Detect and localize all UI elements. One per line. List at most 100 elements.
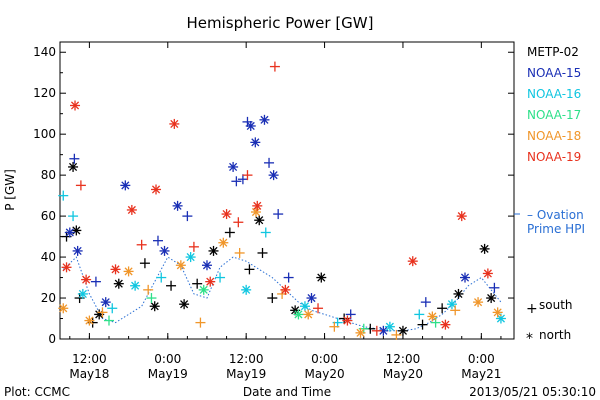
data-point-noaa-16-south [58, 190, 69, 201]
data-point-noaa-15-north [100, 297, 111, 308]
chart-title: Hemispheric Power [GW] [187, 14, 374, 32]
marker-stroke [304, 310, 313, 319]
x-axis: 12:00May180:00May1912:00May190:00May2012… [69, 42, 502, 381]
y-tick-label: 100 [33, 127, 56, 141]
legend-item-noaa-19: NOAA-19 [527, 150, 581, 164]
data-point-noaa-18-south [97, 307, 108, 318]
data-point-noaa-19-north [110, 264, 121, 275]
data-point-noaa-19-north [151, 184, 162, 195]
data-point-metp-02-north [149, 301, 160, 312]
marker-stroke [150, 302, 159, 311]
marker-stroke [206, 277, 215, 286]
data-point-noaa-18-north [303, 309, 314, 320]
data-point-noaa-19-north [407, 256, 418, 267]
marker-stroke [317, 273, 326, 282]
x-tick-time: 12:00 [229, 352, 264, 366]
data-point-metp-02-south [166, 280, 177, 291]
data-point-noaa-18-north [355, 327, 366, 338]
marker-stroke [127, 205, 136, 215]
data-point-noaa-16-south [107, 303, 118, 314]
marker-stroke [428, 312, 437, 321]
marker-stroke [202, 261, 212, 270]
data-point-noaa-19-north [126, 204, 137, 215]
legend-marker-label: north [539, 328, 571, 342]
y-tick-label: 140 [33, 45, 56, 59]
legend-marker-symbol: + [526, 301, 538, 317]
plot-timestamp: 2013/05/21 05:30:10 [469, 385, 596, 399]
marker-stroke [82, 275, 91, 284]
data-point-noaa-18-south [450, 305, 461, 316]
marker-stroke [281, 285, 290, 294]
marker-stroke [343, 316, 352, 325]
data-point-noaa-19-south [233, 217, 244, 228]
data-point-noaa-16-north [77, 288, 88, 299]
data-point-noaa-16-north [446, 299, 457, 310]
data-point-noaa-19-north [205, 276, 216, 287]
marker-stroke [294, 310, 303, 319]
data-point-noaa-19-south [188, 241, 199, 252]
data-point-noaa-15-south [283, 272, 294, 283]
marker-stroke [356, 328, 365, 337]
marker-stroke [251, 207, 261, 217]
data-point-noaa-15-north [250, 137, 261, 148]
marker-stroke [219, 238, 228, 247]
data-point-noaa-15-north [228, 161, 239, 172]
data-markers [58, 61, 506, 340]
marker-stroke [251, 138, 260, 147]
data-point-noaa-18-north [175, 260, 186, 271]
data-point-noaa-15-north [201, 260, 212, 271]
legend-item-noaa-15: NOAA-15 [527, 66, 581, 80]
data-point-noaa-15-south [264, 157, 275, 168]
data-point-noaa-15-south [90, 276, 101, 287]
marker-stroke [151, 185, 161, 194]
data-point-metp-02-south [192, 278, 203, 289]
data-point-noaa-15-north [259, 114, 270, 125]
data-point-noaa-15-north [460, 272, 471, 283]
data-point-metp-02-south [244, 264, 255, 275]
y-axis-label: P [GW] [3, 169, 17, 211]
data-point-noaa-17-south [146, 293, 157, 304]
marker-stroke [291, 306, 300, 315]
marker-stroke [454, 289, 463, 298]
marker-stroke [408, 257, 417, 266]
data-point-noaa-15-south [237, 174, 248, 185]
legend-item-ovation: – Ovation [527, 208, 584, 222]
data-point-noaa-16-south [156, 272, 167, 283]
data-point-noaa-15-north [172, 200, 183, 211]
marker-stroke [222, 209, 231, 219]
data-point-metp-02-north [397, 325, 408, 336]
data-point-noaa-18-north [492, 307, 503, 318]
data-point-noaa-17-south [103, 315, 114, 326]
marker-stroke [480, 244, 489, 253]
data-point-noaa-18-south [143, 284, 154, 295]
marker-stroke [160, 246, 169, 255]
data-point-noaa-15-south [69, 153, 80, 164]
data-point-noaa-18-north [84, 315, 95, 326]
data-point-metp-02-south [224, 227, 235, 238]
x-tick-date: May19 [148, 367, 188, 381]
marker-stroke [242, 285, 251, 294]
data-point-noaa-18-north [427, 311, 438, 322]
marker-stroke [300, 302, 310, 311]
data-point-noaa-19-north [169, 118, 180, 129]
legend-item-ovation: Prime HPI [527, 222, 585, 236]
marker-stroke [85, 316, 94, 325]
data-point-noaa-18-south [234, 247, 245, 258]
data-point-noaa-18-south [329, 321, 340, 332]
data-point-noaa-19-south [269, 61, 280, 72]
data-point-noaa-16-south [260, 227, 271, 238]
marker-stroke [260, 115, 269, 124]
data-point-metp-02-north [113, 278, 124, 289]
x-tick-time: 0:00 [468, 352, 495, 366]
data-point-noaa-18-north [250, 207, 261, 218]
y-tick-label: 120 [33, 86, 56, 100]
data-point-noaa-18-north [123, 266, 134, 277]
marker-stroke [101, 298, 110, 307]
marker-stroke [199, 285, 208, 294]
data-point-noaa-19-south [75, 180, 86, 191]
marker-stroke [398, 326, 408, 335]
data-point-metp-02-north [479, 243, 490, 254]
data-point-noaa-19-north [482, 268, 493, 279]
data-point-metp-02-south [139, 258, 150, 269]
